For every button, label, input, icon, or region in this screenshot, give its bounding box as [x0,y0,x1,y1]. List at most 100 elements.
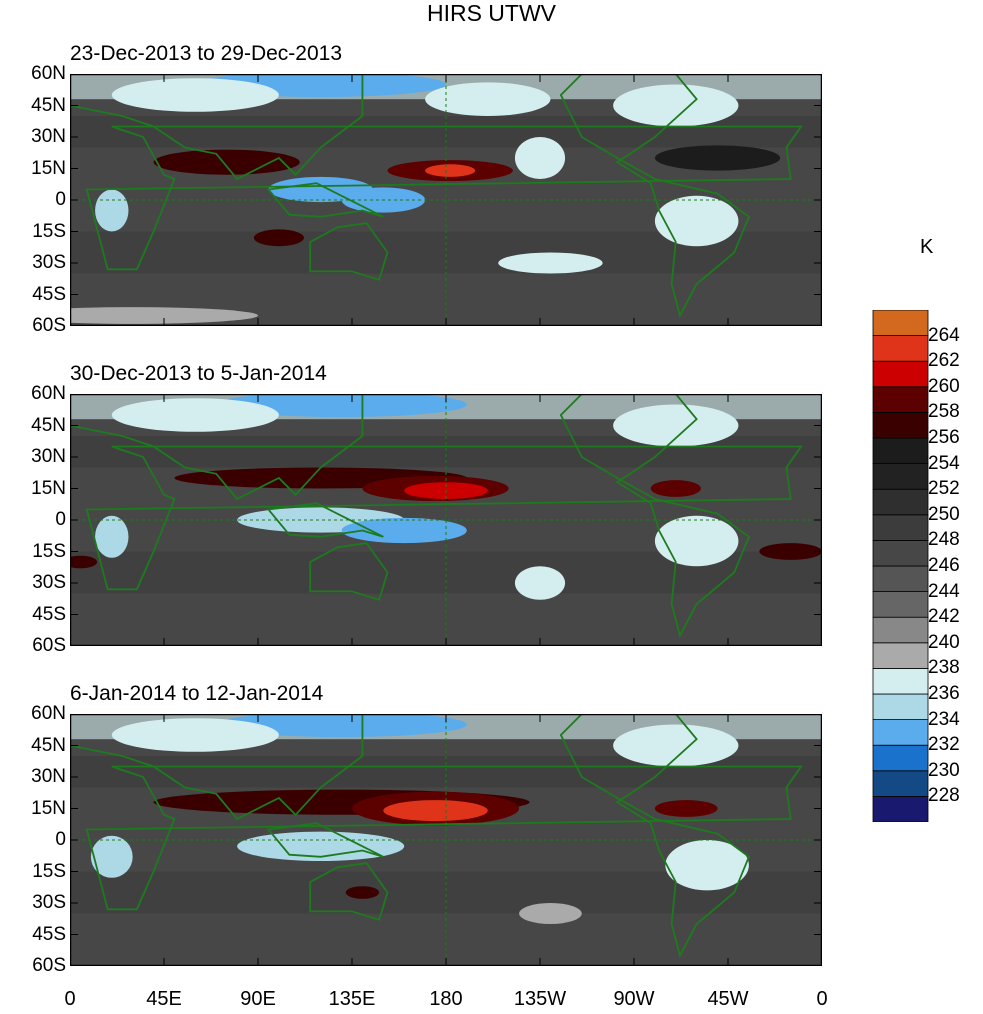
lon-tick-label: 0 [64,988,76,1010]
contour-feature [514,137,566,179]
colorbar-label: 262 [928,350,960,372]
colorbar-bin [872,667,929,695]
coastline [70,394,364,501]
coastline [309,542,389,601]
colorbar-label: 246 [928,555,960,576]
colorbar-bin [872,795,929,822]
coastline [70,74,364,181]
lat-tick-label: 60N [31,63,66,84]
map-panel-1 [70,74,822,326]
contour-feature [111,718,279,752]
coastline [559,74,750,318]
lat-tick-label: 0 [55,829,66,850]
contour-feature [345,886,380,899]
colorbar [872,310,929,822]
colorbar-label: 228 [928,785,960,807]
contour-feature [425,82,551,116]
contour-feature [111,78,279,112]
contour-feature [514,566,566,600]
colorbar-label: 244 [928,580,960,602]
lat-tick-label: 45S [32,283,66,305]
colorbar-bin [872,463,929,490]
contour-feature [613,724,739,767]
contour-feature [654,145,781,171]
lon-tick-label: 135E [328,988,376,1010]
lat-tick-label: 60S [32,635,66,656]
lat-tick-label: 45N [31,94,66,116]
colorbar-label: 252 [928,478,960,500]
contour-feature [95,189,129,232]
contour-feature [216,394,467,418]
contour-feature [90,835,133,878]
lon-tick-label: 0 [816,988,828,1010]
colorbar-label: 230 [928,759,960,781]
lat-tick-label: 15S [32,860,66,882]
colorbar-label: 260 [928,375,960,397]
colorbar-label: 264 [928,324,960,346]
contour-feature [253,229,304,247]
lon-tick-label: 90W [613,988,655,1010]
colorbar-label: 240 [928,631,960,653]
colorbar-label: 254 [928,452,960,474]
contour-feature [654,515,739,567]
colorbar-bin [872,719,929,746]
lat-tick-label: 15S [32,220,66,242]
contour-feature [650,480,701,497]
lat-tick-label: 15N [31,477,66,499]
lon-tick-label: 45E [146,988,182,1010]
colorbar-label: 232 [928,734,960,756]
colorbar-label: 258 [928,401,960,423]
lat-tick-label: 30S [32,892,66,913]
colorbar-bin [872,412,929,439]
colorbar-bin [872,693,929,721]
coastline [266,822,384,858]
lon-tick-label: 90E [240,988,276,1010]
coastline [70,714,364,821]
colorbar-label: 238 [928,657,960,679]
lat-tick-label: 60N [31,383,66,404]
lat-tick-label: 15N [31,797,66,819]
contour-feature [70,555,98,569]
contour-feature [425,164,476,177]
colorbar-bin [872,310,929,337]
panel-1-title: 23-Dec-2013 to 29-Dec-2013 [70,42,342,65]
coastline [309,222,389,281]
contour-feature [498,252,603,274]
contour-feature [216,714,467,738]
coastline [266,182,384,218]
colorbar-bin [872,744,929,772]
lat-tick-label: 45S [32,603,66,625]
coastline [559,714,750,958]
lat-tick-label: 30N [31,766,66,787]
lat-tick-label: 15S [32,540,66,562]
coastline [266,502,384,538]
colorbar-unit: K [920,236,934,258]
contour-feature [70,307,258,324]
contour-feature [759,543,822,560]
lat-tick-label: 45N [31,414,66,436]
lat-tick-label: 30S [32,572,66,593]
contour-feature [383,800,488,822]
colorbar-bin [872,514,929,541]
lat-tick-label: 15N [31,157,66,179]
panel-2-title: 30-Dec-2013 to 5-Jan-2014 [70,362,327,385]
lat-tick-label: 60S [32,955,66,976]
contour-feature [654,800,718,817]
lat-tick-label: 60S [32,315,66,336]
lon-tick-label: 135W [513,988,567,1010]
lat-tick-label: 0 [55,509,66,530]
lat-tick-label: 30S [32,252,66,273]
lon-tick-label: 180 [429,988,463,1010]
coastline [85,765,803,911]
coastline [85,125,803,271]
colorbar-bin [872,335,929,362]
contour-feature [519,903,582,924]
colorbar-bin [872,488,929,516]
contour-feature [95,515,129,558]
lat-tick-label: 60N [31,703,66,724]
contour-feature [654,195,739,247]
contour-feature [237,831,405,861]
lat-tick-label: 45N [31,734,66,756]
colorbar-label: 236 [928,683,960,704]
colorbar-label: 242 [928,606,960,628]
